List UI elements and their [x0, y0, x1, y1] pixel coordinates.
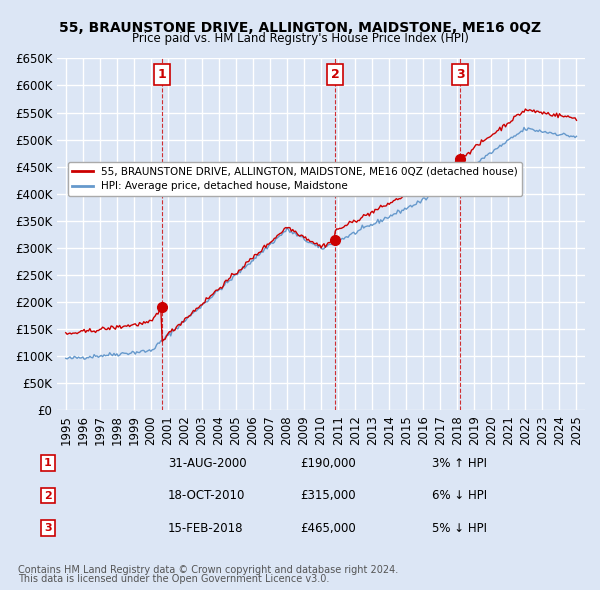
- Legend: 55, BRAUNSTONE DRIVE, ALLINGTON, MAIDSTONE, ME16 0QZ (detached house), HPI: Aver: 55, BRAUNSTONE DRIVE, ALLINGTON, MAIDSTO…: [68, 162, 522, 196]
- Text: 3: 3: [44, 523, 52, 533]
- Text: 2: 2: [44, 491, 52, 500]
- Text: 3% ↑ HPI: 3% ↑ HPI: [432, 457, 487, 470]
- Text: 2: 2: [331, 68, 340, 81]
- Text: £465,000: £465,000: [300, 522, 356, 535]
- Text: Contains HM Land Registry data © Crown copyright and database right 2024.: Contains HM Land Registry data © Crown c…: [18, 565, 398, 575]
- Text: 18-OCT-2010: 18-OCT-2010: [168, 489, 245, 502]
- Text: £315,000: £315,000: [300, 489, 356, 502]
- Text: 1: 1: [44, 458, 52, 468]
- Text: 5% ↓ HPI: 5% ↓ HPI: [432, 522, 487, 535]
- Text: £190,000: £190,000: [300, 457, 356, 470]
- Text: 3: 3: [456, 68, 464, 81]
- Text: 15-FEB-2018: 15-FEB-2018: [168, 522, 244, 535]
- Text: Price paid vs. HM Land Registry's House Price Index (HPI): Price paid vs. HM Land Registry's House …: [131, 32, 469, 45]
- Text: 31-AUG-2000: 31-AUG-2000: [168, 457, 247, 470]
- Text: 6% ↓ HPI: 6% ↓ HPI: [432, 489, 487, 502]
- Text: 1: 1: [158, 68, 167, 81]
- Text: This data is licensed under the Open Government Licence v3.0.: This data is licensed under the Open Gov…: [18, 574, 329, 584]
- Text: 55, BRAUNSTONE DRIVE, ALLINGTON, MAIDSTONE, ME16 0QZ: 55, BRAUNSTONE DRIVE, ALLINGTON, MAIDSTO…: [59, 21, 541, 35]
